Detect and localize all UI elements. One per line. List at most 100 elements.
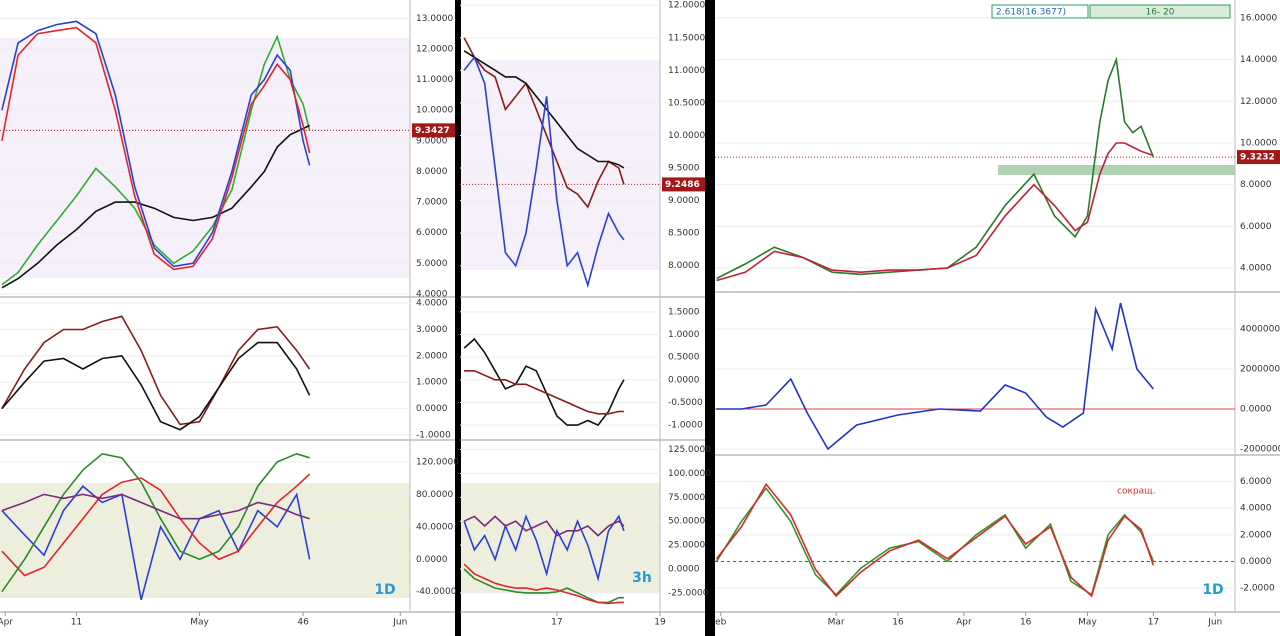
note-label: сокращ. (1117, 487, 1155, 497)
series-line (1, 20, 311, 268)
y-tick-label: 3.0000 (416, 325, 448, 335)
series-line (1, 315, 311, 426)
x-tick-label: Apr (956, 618, 972, 628)
series-line (1, 124, 310, 289)
x-tick-label: 11 (71, 618, 82, 628)
y-tick-label: 80.0000 (416, 490, 453, 500)
x-tick-label: Jun (1207, 618, 1222, 628)
x-tick-label: 16 (1020, 618, 1032, 628)
price-tag-label: 9.3232 (1240, 153, 1275, 163)
y-tick-label: 125.0000 (668, 445, 711, 455)
y-tick-label: 0.0000 (416, 555, 448, 565)
band-zone (0, 483, 410, 598)
series-line (1, 493, 310, 520)
range-zone (0, 38, 410, 278)
range-label: 16- 20 (1145, 8, 1174, 18)
y-tick-label: 11.5000 (668, 33, 705, 43)
y-tick-label: 8.0000 (668, 261, 700, 271)
series-line (1, 473, 311, 577)
series-line (716, 302, 1155, 451)
x-tick-label: 46 (297, 618, 309, 628)
series-line (463, 55, 625, 289)
x-tick-label: 17 (1148, 618, 1159, 628)
x-tick-label: 16 (892, 618, 904, 628)
x-tick-label: Mar (828, 618, 845, 628)
x-tick-label: 17 (551, 618, 562, 628)
series-line (464, 369, 624, 415)
price-tag-label: 9.3427 (415, 126, 450, 136)
y-tick-label: -1.0000 (416, 430, 451, 440)
y-tick-label: 11.0000 (416, 75, 453, 85)
price-tag (412, 123, 455, 138)
y-tick-label: 0.0000 (1240, 405, 1272, 415)
fib-label: 2.618(16.3677) (996, 8, 1066, 18)
price-tag (662, 177, 705, 192)
y-tick-label: 4.0000 (416, 299, 448, 309)
separator (705, 0, 715, 636)
x-tick-label: May (190, 618, 209, 628)
price-tag-label: 9.2486 (665, 180, 700, 190)
support-zone (998, 165, 1235, 175)
y-tick-label: 5.0000 (416, 259, 448, 269)
y-tick-label: 75.0000 (668, 493, 705, 503)
y-tick-label: -0.5000 (668, 398, 703, 408)
y-tick-label: 4000000.0000 (1240, 325, 1280, 335)
y-tick-label: 10.0000 (1240, 138, 1277, 148)
series-line (463, 50, 625, 169)
y-tick-label: 50.0000 (668, 517, 705, 527)
y-tick-label: 12.0000 (1240, 97, 1277, 107)
y-tick-label: 100.0000 (668, 469, 711, 479)
timeframe-label: 3h (632, 570, 652, 586)
y-tick-label: 11.0000 (668, 66, 705, 76)
y-tick-label: 0.5000 (668, 353, 700, 363)
x-tick-label: Apr (0, 618, 13, 628)
series-line (1, 452, 310, 593)
series-line (716, 56, 1155, 280)
y-tick-label: 6.0000 (416, 228, 448, 238)
y-tick-label: -40.0000 (416, 587, 457, 597)
y-tick-label: 2.0000 (1240, 530, 1272, 540)
fib-box (991, 4, 1089, 19)
y-tick-label: 6.0000 (1240, 477, 1272, 487)
y-tick-label: 4.0000 (1240, 504, 1272, 514)
series-line (716, 142, 1154, 282)
y-tick-label: 0.0000 (668, 565, 700, 575)
y-tick-label: 8.0000 (1240, 180, 1272, 190)
y-tick-label: 1.0000 (416, 378, 448, 388)
series-line (463, 515, 625, 537)
price-tag (1237, 150, 1280, 165)
series-line (1, 341, 311, 431)
y-tick-label: 12.0000 (668, 1, 705, 11)
y-tick-label: 10.0000 (668, 131, 705, 141)
y-tick-label: 9.5000 (668, 164, 700, 174)
series-line (715, 482, 1155, 598)
y-tick-label: 40.0000 (416, 522, 453, 532)
y-tick-label: 0.0000 (1240, 557, 1272, 567)
range-box (1089, 4, 1231, 19)
y-tick-label: 1.0000 (668, 330, 700, 340)
y-tick-label: 8.5000 (668, 229, 700, 239)
y-tick-label: 4.0000 (1240, 264, 1272, 274)
y-tick-label: -2.0000 (1240, 584, 1275, 594)
y-tick-label: 10.5000 (668, 98, 705, 108)
series-line (463, 37, 625, 209)
y-tick-label: -2000000.0000 (1240, 445, 1280, 455)
y-tick-label: -25.0000 (668, 588, 709, 598)
y-tick-label: 7.0000 (416, 198, 448, 208)
y-tick-label: 2.0000 (416, 351, 448, 361)
range-zone (460, 60, 660, 270)
x-tick-label: 19 (654, 618, 666, 628)
y-tick-label: 9.0000 (668, 196, 700, 206)
series-line (463, 563, 624, 605)
y-tick-label: -1.0000 (668, 421, 703, 431)
y-tick-label: 0.0000 (668, 375, 700, 385)
y-tick-label: 10.0000 (416, 106, 453, 116)
timeframe-label: 1D (1202, 582, 1223, 598)
y-tick-label: 4.0000 (416, 289, 448, 299)
y-tick-label: 8.0000 (416, 167, 448, 177)
series-line (1, 485, 311, 601)
y-tick-label: 9.0000 (416, 136, 448, 146)
y-tick-label: 6.0000 (1240, 222, 1272, 232)
x-tick-label: Jun (392, 618, 407, 628)
